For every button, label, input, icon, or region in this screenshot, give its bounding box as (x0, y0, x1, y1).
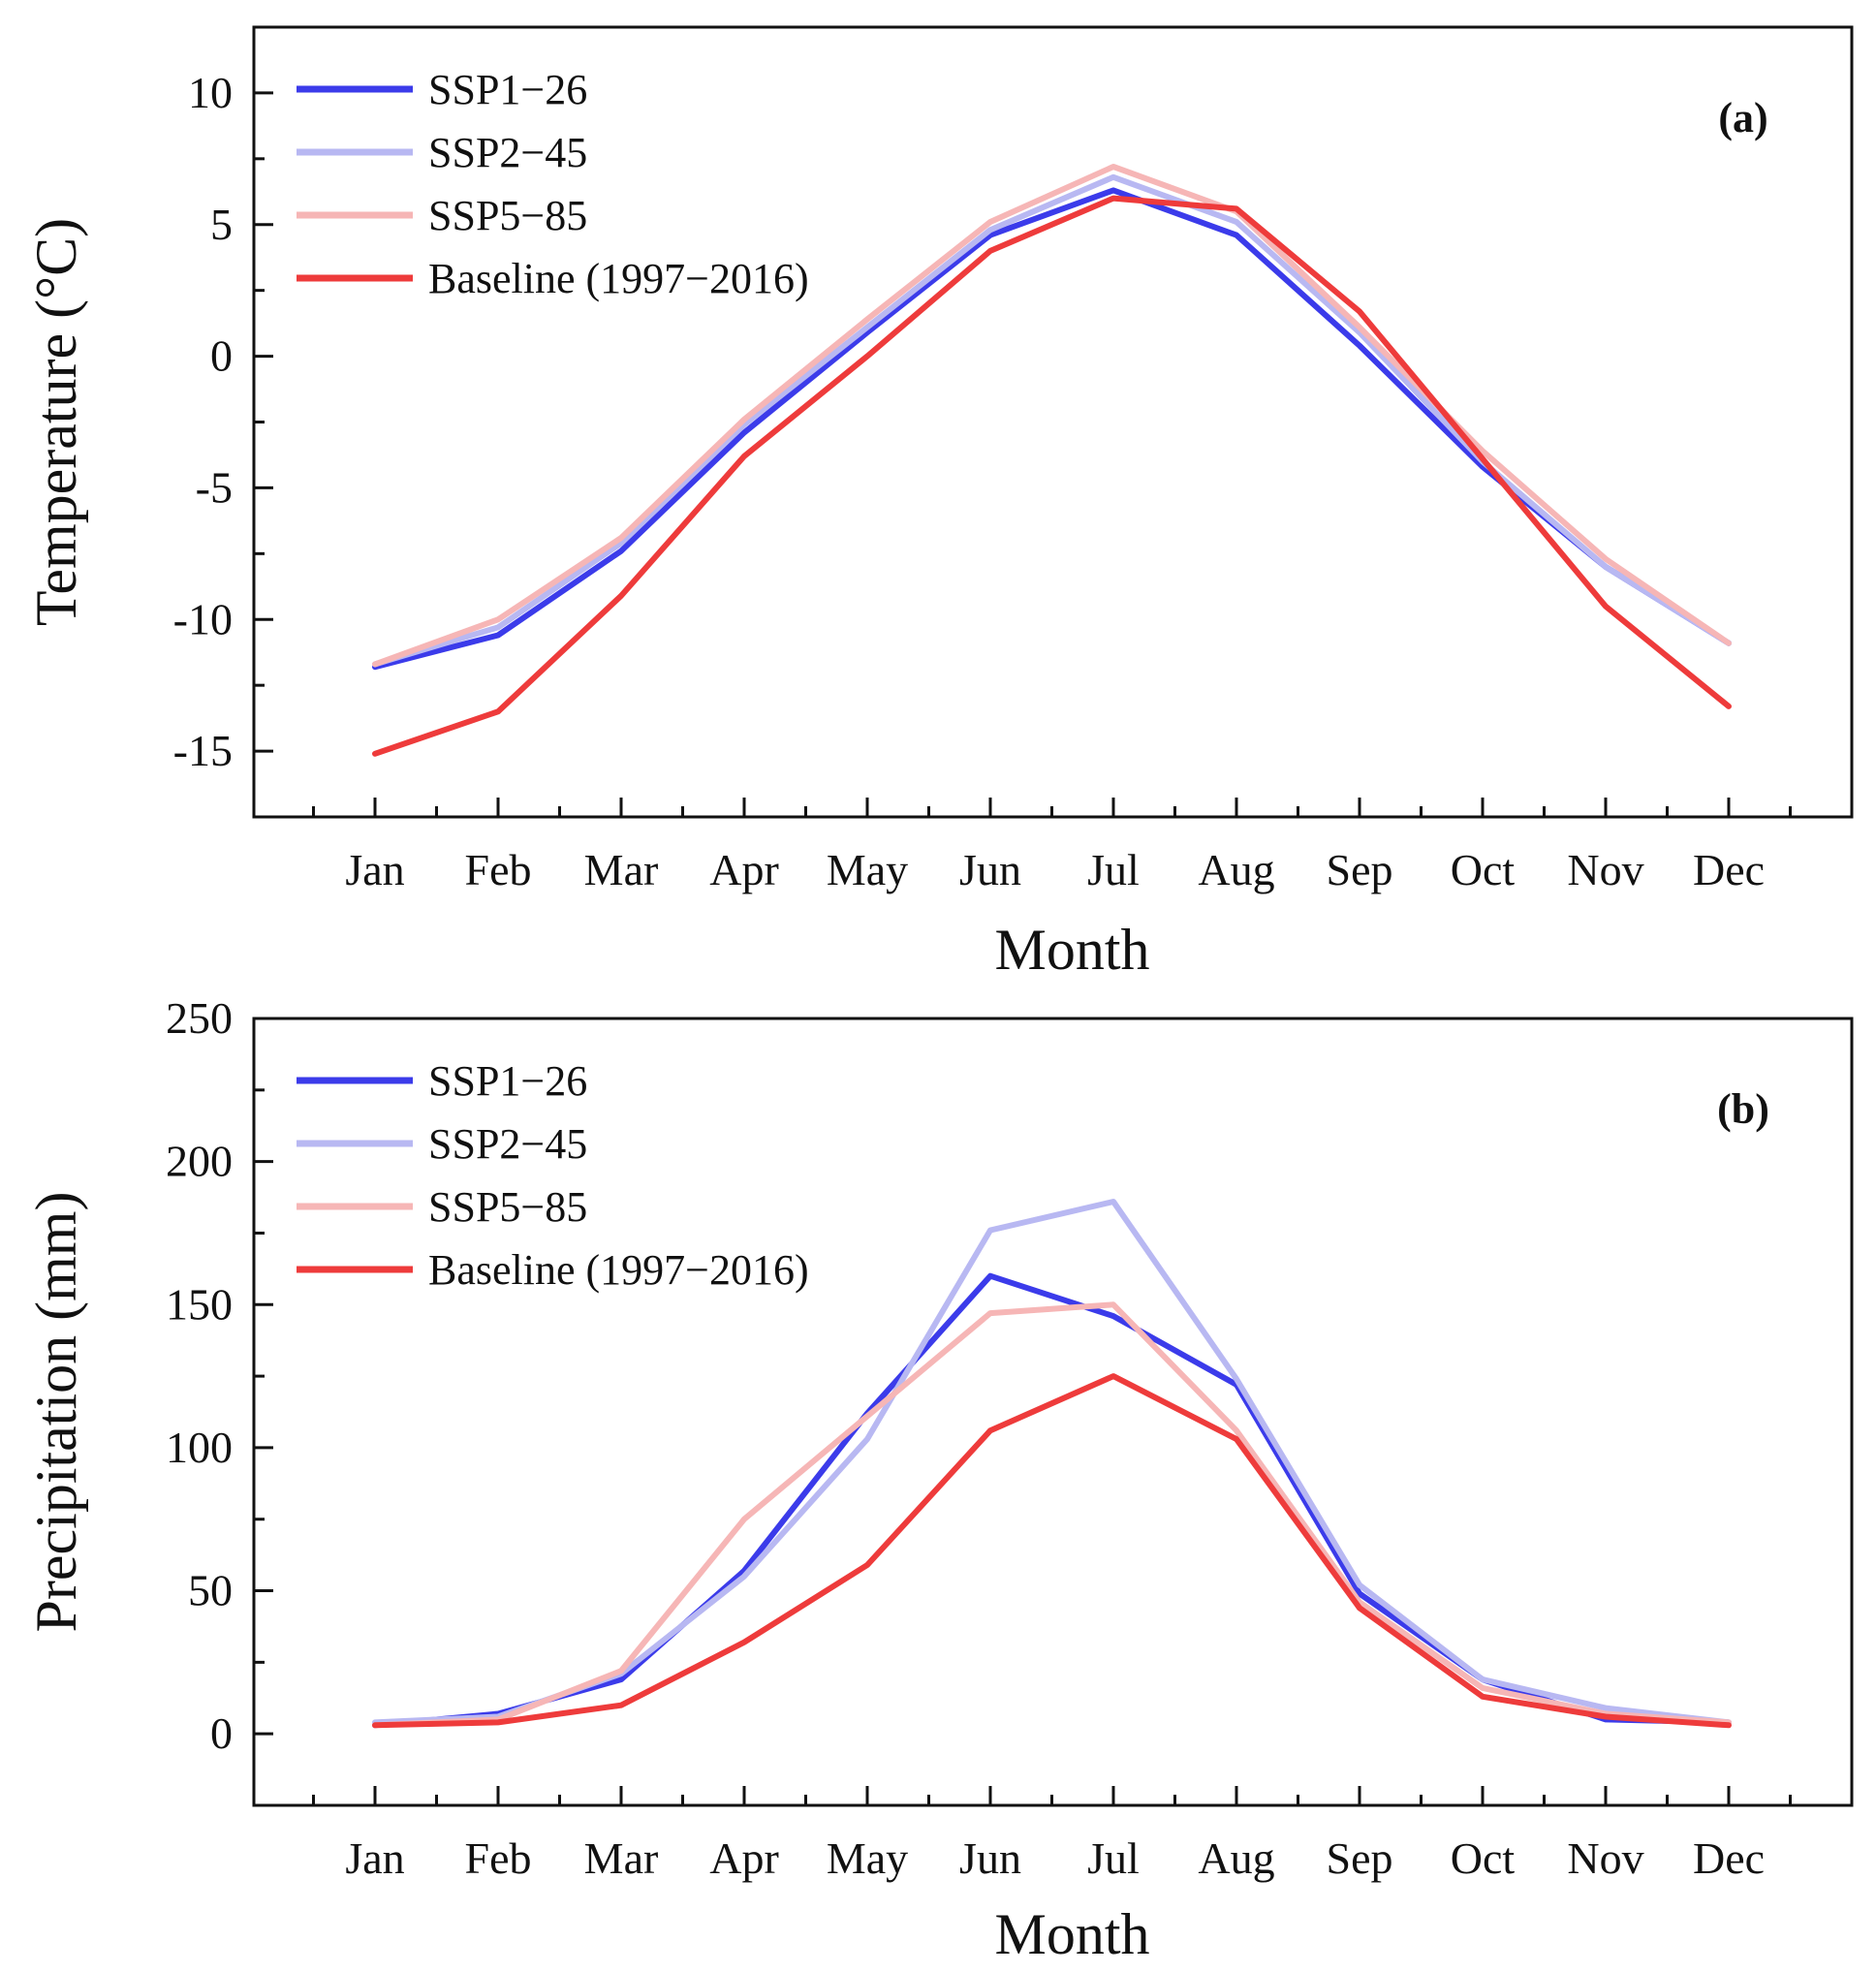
series-line-baseline-1997-2016 (372, 195, 1732, 757)
legend-label: SSP1−26 (428, 1057, 587, 1105)
y-tick-label: 5 (210, 200, 233, 249)
series-line-ssp5-85 (372, 1301, 1732, 1729)
precipitation-panel: 250 200 150 100 50 0 Jan Feb Mar Apr May Jun Jul Aug S… (24, 993, 1854, 1966)
x-tick-label: Jun (959, 1833, 1021, 1883)
temperature-panel: 10 5 0 -5 -10 -15 Jan Feb Mar Apr May Jun Jul Aug Sep O… (24, 25, 1854, 982)
x-tick-label: Mar (584, 1833, 659, 1883)
legend-label: SSP2−45 (428, 129, 587, 176)
legend-label: SSP5−85 (428, 1183, 587, 1231)
x-tick-label: Nov (1567, 845, 1643, 894)
x-tick-label: Jun (959, 845, 1021, 894)
x-tick-label: Sep (1327, 1833, 1393, 1883)
y-axis-title: Temperature (°C) (24, 218, 88, 626)
x-tick-label: Oct (1451, 845, 1516, 894)
y-axis-title: Precipitation (mm) (24, 1192, 88, 1633)
x-tick-label: Jul (1087, 845, 1140, 894)
y-tick-label: -15 (173, 726, 233, 775)
x-tick-label: Dec (1693, 1833, 1765, 1883)
x-tick-label: Feb (465, 1833, 532, 1883)
series-line-ssp1-26 (372, 1272, 1732, 1729)
y-tick-label: 250 (166, 993, 233, 1043)
x-tick-label: Jul (1087, 1833, 1140, 1883)
x-tick-label: May (827, 845, 908, 894)
x-tick-label: May (827, 1833, 908, 1883)
y-tick-label: 0 (210, 1708, 233, 1758)
legend-label: Baseline (1997−2016) (428, 1246, 809, 1294)
x-axis-title: Month (994, 1902, 1149, 1966)
y-tick-label: -5 (196, 462, 233, 512)
legend-label: SSP5−85 (428, 192, 587, 239)
x-tick-label: Apr (709, 1833, 779, 1883)
x-tick-label: Sep (1327, 845, 1393, 894)
x-tick-label: Jan (345, 1833, 404, 1883)
y-tick-label: 150 (166, 1279, 233, 1329)
x-tick-label: Jan (345, 845, 404, 894)
x-tick-label: Aug (1198, 845, 1274, 894)
legend-label: SSP2−45 (428, 1120, 587, 1168)
x-tick-label: Oct (1451, 1833, 1516, 1883)
x-tick-label: Dec (1693, 845, 1765, 894)
y-tick-label: 200 (166, 1137, 233, 1186)
panel-label: (b) (1717, 1085, 1769, 1133)
x-tick-label: Feb (465, 845, 532, 894)
legend-label: SSP1−26 (428, 66, 587, 113)
x-tick-label: Mar (584, 845, 659, 894)
series-line-baseline-1997-2016 (372, 1373, 1732, 1729)
x-tick-label: Nov (1567, 1833, 1643, 1883)
y-tick-label: -10 (173, 594, 233, 643)
series-line-ssp5-85 (372, 164, 1732, 668)
x-tick-label: Aug (1198, 1833, 1274, 1883)
legend-label: Baseline (1997−2016) (428, 255, 809, 302)
y-tick-label: 50 (188, 1566, 233, 1615)
y-tick-label: 10 (188, 68, 233, 117)
x-axis-title: Month (994, 918, 1149, 982)
series-line-ssp2-45 (372, 173, 1732, 668)
y-tick-label: 0 (210, 331, 233, 381)
y-tick-label: 100 (166, 1423, 233, 1472)
x-tick-label: Apr (709, 845, 779, 894)
panel-label: (a) (1718, 94, 1767, 141)
